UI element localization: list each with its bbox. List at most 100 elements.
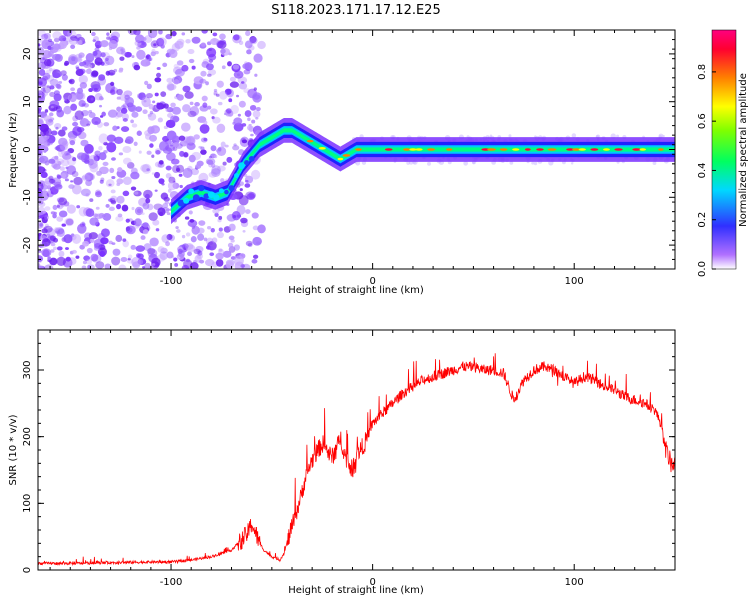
noise-speckle (68, 78, 75, 85)
noise-speckle (245, 209, 251, 215)
noise-speckle (210, 168, 221, 177)
ridge-blob (213, 194, 220, 201)
noise-speckle (125, 136, 134, 144)
noise-speckle (39, 123, 49, 133)
noise-speckle (242, 229, 246, 233)
noise-speckle (38, 265, 44, 269)
noise-speckle (112, 125, 118, 131)
noise-speckle (41, 33, 49, 40)
noise-speckle (191, 65, 196, 70)
snr-ytick-label: 300 (22, 360, 33, 379)
noise-speckle (50, 242, 56, 247)
spectrogram-ytick-label: 10 (22, 95, 33, 108)
noise-speckle (93, 155, 100, 162)
noise-speckle (166, 82, 175, 91)
noise-speckle (249, 36, 257, 44)
noise-speckle (193, 248, 201, 255)
noise-speckle (76, 126, 85, 133)
noise-speckle (103, 141, 108, 146)
faint-speckle (406, 160, 411, 165)
noise-speckle (38, 134, 46, 145)
noise-speckle (189, 262, 199, 269)
noise-speckle (141, 41, 145, 46)
noise-speckle (214, 154, 218, 159)
noise-speckle (93, 243, 102, 249)
noise-speckle (149, 143, 154, 148)
noise-speckle (88, 159, 98, 169)
figure-title: S118.2023.171.17.12.E25 (271, 3, 440, 18)
noise-speckle (133, 64, 141, 71)
snr-xtick-label: -100 (160, 577, 183, 588)
noise-speckle (248, 123, 252, 127)
noise-speckle (170, 115, 180, 123)
noise-speckle (227, 61, 232, 67)
noise-speckle (79, 118, 90, 127)
noise-speckle (48, 112, 54, 117)
noise-speckle (61, 126, 68, 131)
noise-speckle (160, 91, 167, 98)
noise-speckle (43, 59, 52, 67)
noise-speckle (75, 33, 82, 39)
noise-speckle (187, 110, 197, 118)
snr-series-line (38, 353, 675, 567)
noise-speckle (120, 256, 128, 263)
noise-speckle (148, 57, 152, 62)
noise-speckle (153, 127, 160, 133)
ridge-hotspot (547, 148, 557, 151)
noise-speckle (189, 218, 195, 223)
noise-speckle (185, 136, 195, 144)
noise-speckle (203, 137, 208, 142)
noise-speckle (147, 112, 157, 121)
noise-speckle (117, 167, 123, 172)
noise-speckle (52, 204, 58, 210)
noise-speckle (128, 104, 137, 113)
noise-speckle (115, 234, 123, 243)
noise-speckle (166, 212, 171, 216)
noise-speckle (138, 150, 142, 154)
noise-speckle (63, 62, 68, 66)
ridge-hotspot (590, 148, 599, 151)
noise-speckle (48, 38, 53, 43)
noise-speckle (64, 178, 69, 182)
noise-speckle (230, 104, 239, 114)
noise-speckle (75, 66, 80, 70)
noise-speckle (211, 165, 221, 175)
noise-speckle (133, 30, 141, 36)
noise-speckle (49, 100, 60, 108)
noise-speckle (220, 178, 225, 183)
noise-speckle (147, 56, 153, 62)
noise-speckle (238, 100, 246, 108)
noise-speckle (184, 91, 194, 99)
noise-speckle (42, 85, 51, 94)
noise-speckle (84, 172, 94, 182)
noise-speckle (211, 237, 218, 244)
noise-speckle (122, 146, 132, 154)
noise-speckle (147, 126, 155, 135)
noise-speckle (60, 144, 67, 151)
noise-speckle (207, 69, 217, 76)
noise-speckle (157, 246, 165, 253)
noise-speckle (64, 217, 75, 227)
noise-speckle (94, 57, 103, 66)
noise-speckle (41, 228, 48, 234)
noise-speckle (249, 36, 258, 45)
ridge-blob (248, 155, 255, 162)
noise-speckle (94, 93, 103, 101)
noise-speckle (52, 213, 57, 219)
noise-speckle (232, 214, 237, 219)
noise-speckle (181, 264, 190, 269)
ridge-hotspot (499, 148, 508, 151)
snr-marks (38, 353, 675, 567)
noise-speckle (160, 247, 168, 254)
noise-speckle (167, 181, 177, 191)
noise-speckle (38, 155, 49, 164)
noise-speckle (86, 123, 91, 127)
noise-speckle (104, 55, 115, 66)
noise-speckle (70, 87, 76, 92)
noise-speckle (65, 256, 71, 262)
noise-speckle (233, 244, 240, 251)
noise-speckle (99, 179, 104, 184)
noise-speckle (156, 37, 167, 47)
noise-speckle (114, 136, 124, 145)
